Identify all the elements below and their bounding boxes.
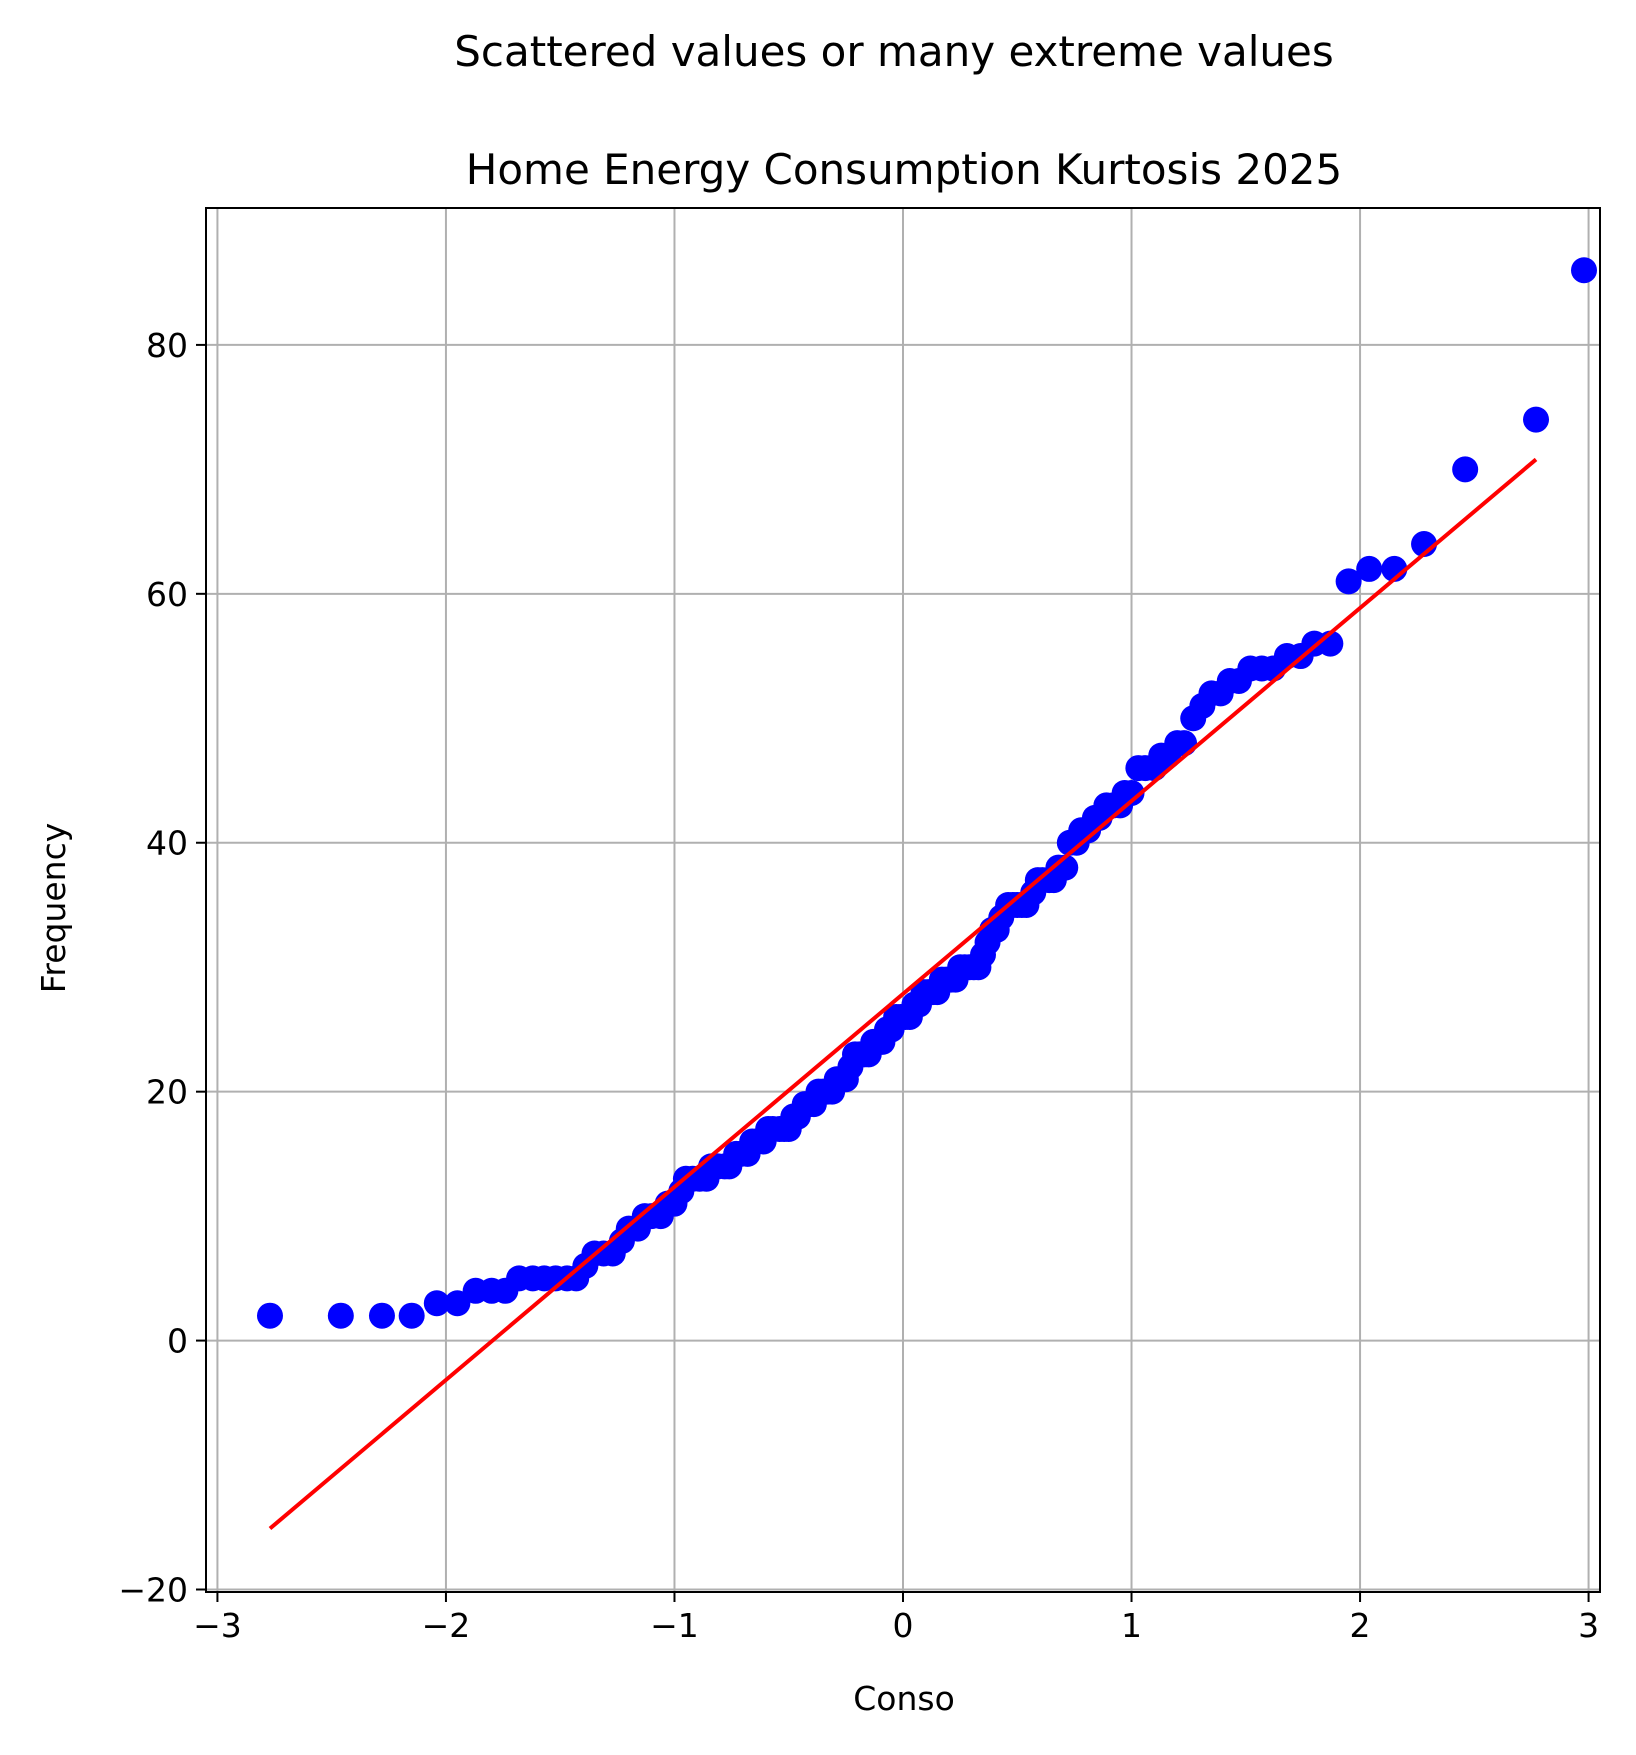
grid-lines: [206, 208, 1600, 1592]
data-point: [368, 1302, 395, 1329]
x-tick-label: 1: [1121, 1606, 1142, 1645]
y-axis-label: Frequency: [34, 823, 73, 993]
y-tick-label: −20: [118, 1571, 188, 1610]
y-tick-label: 80: [146, 326, 188, 365]
data-point: [444, 1290, 471, 1317]
data-point: [327, 1302, 354, 1329]
data-point: [398, 1302, 425, 1329]
chart-title: Home Energy Consumption Kurtosis 2025: [466, 145, 1342, 194]
x-tick-label: 0: [893, 1606, 914, 1645]
data-point: [256, 1302, 283, 1329]
y-tick-label: 60: [146, 575, 188, 614]
x-tick-label: −1: [650, 1606, 699, 1645]
data-point: [1523, 406, 1550, 433]
y-axis-ticks: −20 0 20 40 60 80: [118, 326, 206, 1610]
x-tick-label: 2: [1350, 1606, 1371, 1645]
data-point: [1118, 779, 1145, 806]
data-point: [1335, 568, 1362, 595]
data-point: [1171, 730, 1198, 757]
x-tick-label: 3: [1578, 1606, 1599, 1645]
data-point: [1356, 555, 1383, 582]
data-points: [256, 257, 1598, 1329]
data-point: [1452, 456, 1479, 483]
data-point: [1571, 257, 1598, 284]
x-axis-label: Conso: [853, 1679, 955, 1718]
fit-line: [268, 457, 1538, 1531]
fit-line-group: [268, 457, 1538, 1531]
figure-suptitle: Scattered values or many extreme values: [454, 27, 1334, 76]
x-tick-label: −2: [422, 1606, 471, 1645]
plot-area: [256, 257, 1598, 1531]
y-tick-label: 40: [146, 824, 188, 863]
y-tick-label: 20: [146, 1073, 188, 1112]
x-axis-ticks: −3 −2 −1 0 1 2 3: [193, 1592, 1599, 1645]
data-point: [423, 1290, 450, 1317]
y-tick-label: 0: [167, 1322, 188, 1361]
x-tick-label: −3: [193, 1606, 242, 1645]
